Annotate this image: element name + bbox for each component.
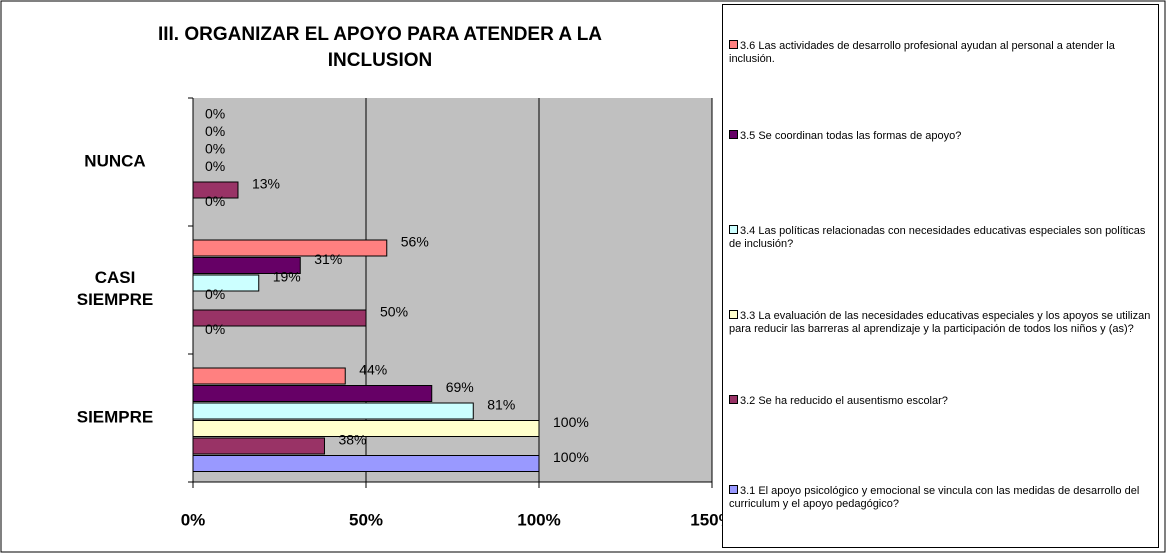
- data-label: 38%: [338, 432, 366, 448]
- data-label: 0%: [205, 193, 225, 209]
- data-label: 0%: [205, 158, 225, 174]
- y-tick-label: CASI SIEMPRE: [77, 268, 154, 309]
- legend-swatch: [729, 225, 738, 234]
- data-label: 31%: [314, 251, 342, 267]
- x-tick-label: 100%: [517, 510, 560, 529]
- bar: [192, 455, 540, 472]
- bar: [192, 402, 474, 420]
- x-tick-label: 0%: [181, 510, 206, 529]
- legend-label: 3.5 Se coordinan todas las formas de apo…: [740, 130, 962, 142]
- bar: [192, 309, 367, 327]
- x-tick-label: 50%: [349, 510, 383, 529]
- legend-label: 3.3 La evaluación de las necesidades edu…: [729, 310, 1151, 335]
- legend-entry: 3.3 La evaluación de las necesidades edu…: [729, 310, 1157, 336]
- legend-entry: 3.4 Las políticas relacionadas con neces…: [729, 225, 1157, 251]
- data-label: 19%: [273, 269, 301, 285]
- y-tick-label: NUNCA: [84, 151, 145, 170]
- data-label: 0%: [205, 123, 225, 139]
- bar: [192, 274, 260, 292]
- legend-swatch: [729, 485, 738, 494]
- legend-label: 3.6 Las actividades de desarrollo profes…: [729, 40, 1115, 65]
- data-label: 56%: [401, 234, 429, 250]
- legend-label: 3.1 El apoyo psicológico y emocional se …: [729, 485, 1140, 510]
- legend-entry: 3.5 Se coordinan todas las formas de apo…: [729, 130, 1157, 143]
- legend-swatch: [729, 310, 738, 319]
- data-label: 100%: [553, 414, 589, 430]
- bar: [192, 181, 239, 199]
- bar: [192, 239, 388, 257]
- bar: [192, 367, 346, 385]
- legend-entry: 3.1 El apoyo psicológico y emocional se …: [729, 485, 1157, 511]
- bar: [192, 257, 301, 274]
- data-label: 0%: [205, 106, 225, 122]
- legend-swatch: [729, 395, 738, 404]
- data-label: 100%: [553, 449, 589, 465]
- bar: [192, 385, 433, 402]
- bar: [192, 420, 540, 437]
- legend-label: 3.2 Se ha reducido el ausentismo escolar…: [740, 395, 948, 407]
- legend: 3.6 Las actividades de desarrollo profes…: [722, 4, 1159, 548]
- data-label: 0%: [205, 286, 225, 302]
- chart-title: III. ORGANIZAR EL APOYO PARA ATENDER A L…: [157, 24, 603, 71]
- data-label: 0%: [205, 321, 225, 337]
- legend-swatch: [729, 40, 738, 49]
- legend-swatch: [729, 130, 738, 139]
- y-tick-label: SIEMPRE: [77, 407, 154, 426]
- data-label: 44%: [359, 362, 387, 378]
- data-label: 50%: [380, 304, 408, 320]
- legend-entry: 3.6 Las actividades de desarrollo profes…: [729, 40, 1157, 66]
- legend-label: 3.4 Las políticas relacionadas con neces…: [729, 225, 1146, 250]
- bar: [192, 437, 325, 455]
- data-label: 81%: [487, 397, 515, 413]
- data-label: 13%: [252, 176, 280, 192]
- legend-entry: 3.2 Se ha reducido el ausentismo escolar…: [729, 395, 1157, 408]
- data-label: 69%: [446, 379, 474, 395]
- data-label: 0%: [205, 141, 225, 157]
